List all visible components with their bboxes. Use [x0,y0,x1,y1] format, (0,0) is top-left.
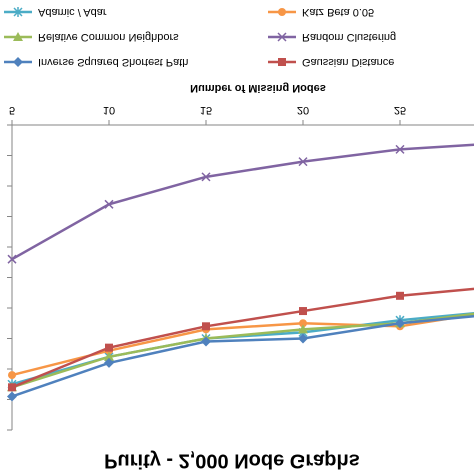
x-tick-label: 10 [103,104,115,116]
legend-marker [278,58,286,66]
data-point [298,157,308,167]
data-point [104,199,114,209]
data-point [104,357,114,368]
legend-label: Adamic / Adar [38,6,107,18]
x-tick-label: 20 [297,104,309,116]
data-point [201,172,211,182]
data-point [8,371,16,380]
series-line [11,287,474,389]
data-point [7,254,17,264]
data-point [202,322,210,331]
data-point [105,343,113,352]
data-point [395,318,405,329]
legend-label: Inverse Squared Shortest Path [38,56,188,68]
legend-label: Katz Beta 0.05 [302,6,374,18]
data-point [7,391,17,402]
flipped-chart: Purity - 2,000 Node Graphs Number of Mis… [4,6,474,472]
legend-marker [277,32,287,42]
x-axis-title: Number of Missing Nodes [190,82,326,94]
data-point [298,333,308,344]
chart-title: Purity - 2,000 Node Graphs [104,450,360,472]
data-point [104,351,114,361]
data-point [201,336,211,347]
x-tick-label: 25 [394,104,406,116]
legend-marker [278,8,286,16]
data-point [299,319,307,328]
legend-marker [13,32,23,41]
series-line [11,315,474,398]
x-tick-label: 15 [200,104,212,116]
legend-label: Gaussian Distance [302,56,394,68]
series-line [11,143,474,261]
legend-label: Relative Common Neighbors [38,31,179,43]
x-tick-label: 5 [9,104,15,116]
data-point [395,144,405,154]
data-point [298,324,308,334]
legend-label: Random Clustering [302,31,396,43]
data-point [396,291,404,300]
data-point [8,383,16,392]
legend-marker [13,7,23,17]
data-point [299,307,307,316]
legend-marker [13,57,23,67]
